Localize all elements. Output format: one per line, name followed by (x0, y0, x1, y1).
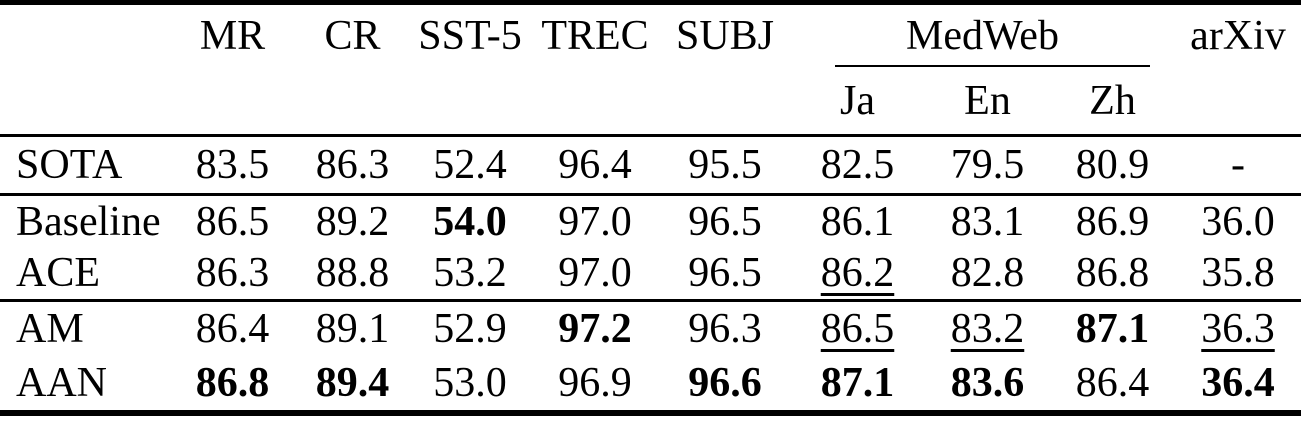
table-cell: 83.2 (950, 306, 1025, 353)
table-cell: 89.1 (315, 306, 390, 353)
col-header-trec: TREC (541, 13, 649, 59)
col-group-medweb-label: MedWeb (906, 13, 1059, 59)
table-cell: 96.5 (688, 250, 762, 297)
table-cell: 97.0 (558, 250, 632, 297)
header-row-top: MR CR SST-5 TREC SUBJ MedWeb arXiv (0, 3, 1301, 68)
row-label: SOTA (16, 142, 123, 188)
table-cell: 52.9 (433, 306, 507, 353)
col-header-cr: CR (324, 13, 381, 59)
table-cell: 86.5 (820, 306, 895, 353)
table-cell: 83.6 (950, 360, 1025, 406)
table-cell: 95.5 (688, 142, 762, 188)
table-cell: 86.4 (195, 306, 270, 353)
table-row: SOTA 83.5 86.3 52.4 96.4 95.5 82.5 79.5 80.9 - (0, 136, 1301, 195)
col-header-sst5: SST-5 (418, 13, 522, 59)
table-cell: 86.5 (195, 198, 270, 245)
table-cell: 82.5 (820, 142, 895, 188)
table-cell: 89.2 (315, 198, 390, 245)
table-cell: 96.3 (688, 306, 762, 353)
medweb-spanner-rule (835, 65, 1150, 67)
subcol-header-zh: Zh (1089, 77, 1136, 124)
col-header-subj: SUBJ (675, 13, 775, 59)
table-cell: 86.1 (820, 198, 895, 245)
row-label: Baseline (16, 198, 161, 245)
empty-cell (530, 67, 660, 136)
subcol-header-en: En (964, 77, 1011, 124)
table-cell: 97.0 (558, 198, 632, 245)
table-cell: 36.3 (1201, 306, 1275, 353)
table-cell: 86.3 (195, 250, 270, 297)
table-cell: 96.4 (558, 142, 632, 188)
corner-cell (0, 3, 170, 68)
table-cell: 96.9 (558, 360, 632, 406)
col-header-arxiv: arXiv (1190, 13, 1286, 59)
empty-cell (170, 67, 295, 136)
table-row: AAN 86.8 89.4 53.0 96.9 96.6 87.1 83.6 86.4 36.4 (0, 357, 1301, 413)
table-cell: 86.2 (820, 250, 895, 297)
table-cell: 53.0 (433, 360, 507, 406)
table-cell: 87.1 (1075, 306, 1150, 353)
empty-cell (1175, 67, 1301, 136)
table-row: AM 86.4 89.1 52.9 97.2 96.3 86.5 83.2 87.1 36.3 (0, 301, 1301, 357)
table-cell: 96.6 (688, 360, 762, 406)
table-cell: 79.5 (950, 142, 1025, 188)
table-row: ACE 86.3 88.8 53.2 97.0 96.5 86.2 82.8 86.8 35.8 (0, 248, 1301, 301)
col-header-mr: MR (199, 13, 266, 59)
table-cell: 86.9 (1075, 198, 1150, 245)
empty-cell (410, 67, 530, 136)
table-cell: 86.8 (1075, 250, 1150, 297)
table-cell: 88.8 (315, 250, 390, 297)
header-row-sub: Ja En Zh (0, 67, 1301, 136)
row-group-2: AM 86.4 89.1 52.9 97.2 96.3 86.5 83.2 87.1 36.3 AA… (0, 300, 1301, 413)
table-cell: 87.1 (820, 360, 895, 406)
table-cell: 35.8 (1201, 250, 1275, 297)
table-cell: 83.1 (950, 198, 1025, 245)
table-cell: 97.2 (558, 306, 632, 353)
table-cell: 83.5 (195, 142, 270, 188)
table-header: MR CR SST-5 TREC SUBJ MedWeb arXiv Ja (0, 3, 1301, 136)
table-cell: 52.4 (433, 142, 507, 188)
row-group-1: Baseline 86.5 89.2 54.0 97.0 96.5 86.1 83.1 86.9… (0, 194, 1301, 301)
table-cell: 36.0 (1201, 198, 1275, 245)
table-cell: 36.4 (1201, 360, 1275, 406)
table-cell: - (1231, 142, 1245, 188)
table-cell: 86.3 (315, 142, 390, 188)
table-cell: 86.8 (195, 360, 270, 406)
empty-cell (0, 67, 170, 136)
empty-cell (295, 67, 410, 136)
row-label: AM (16, 306, 84, 353)
col-group-medweb: MedWeb (790, 3, 1175, 67)
table-cell: 96.5 (688, 198, 762, 245)
table-cell: 89.4 (315, 360, 390, 406)
row-label: AAN (16, 360, 107, 406)
results-table: MR CR SST-5 TREC SUBJ MedWeb arXiv Ja (0, 0, 1301, 416)
table-cell: 82.8 (950, 250, 1025, 297)
subcol-header-ja: Ja (840, 77, 875, 124)
table-cell: 86.4 (1075, 360, 1150, 406)
table-cell: 54.0 (433, 198, 507, 245)
empty-cell (660, 67, 790, 136)
row-label: ACE (16, 250, 100, 297)
table-cell: 53.2 (433, 250, 507, 297)
table-row: Baseline 86.5 89.2 54.0 97.0 96.5 86.1 83.1 86.9… (0, 195, 1301, 248)
table-cell: 80.9 (1075, 142, 1150, 188)
row-group-0: SOTA 83.5 86.3 52.4 96.4 95.5 82.5 79.5 80.9 - (0, 136, 1301, 195)
